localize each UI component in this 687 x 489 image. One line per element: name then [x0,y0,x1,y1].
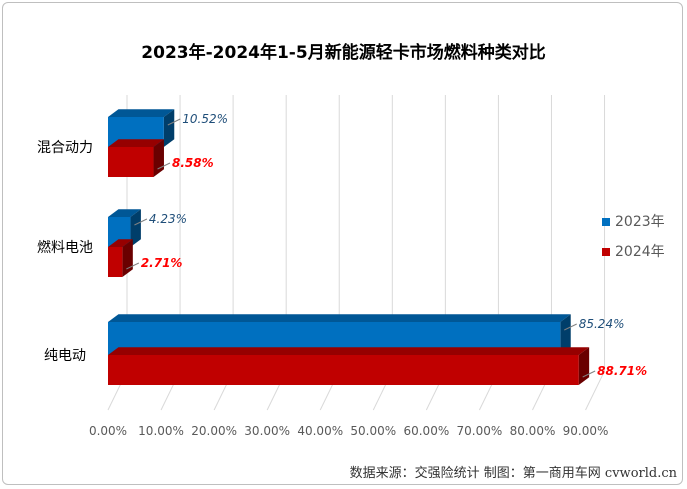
category-label-2: 纯电动 [44,348,86,364]
x-tick-label-8: 80.00% [510,424,556,438]
bar-top-0-0 [108,109,175,117]
floor-gridline-9 [585,370,605,411]
data-label-leader-0-1 [134,218,148,226]
x-tick-label-3: 30.00% [244,424,290,438]
legend-item-2024: 2024年 [602,241,665,261]
legend-label-2023: 2023年 [615,214,665,230]
x-tick-label-1: 10.00% [138,424,184,438]
legend-label-2024: 2024年 [615,244,665,260]
bar-side-0-0 [163,109,175,147]
data-label-1-2: 88.71% [597,364,647,378]
x-tick-label-6: 60.00% [403,424,449,438]
bar-top-0-1 [108,209,141,217]
bar-side-0-1 [130,209,141,247]
bar-side-0-2 [560,314,571,355]
data-label-leader-0-0 [167,118,181,126]
legend-item-2023: 2023年 [602,211,665,231]
data-label-leader-1-1 [126,262,140,270]
x-tick-label-2: 20.00% [191,424,237,438]
data-label-leader-1-0 [157,162,171,170]
bar-1-0 [108,147,154,177]
data-label-leader-0-2 [564,323,577,331]
bar-top-0-2 [108,314,571,322]
data-label-leader-1-2 [582,370,596,378]
category-label-0: 混合动力 [37,140,93,156]
legend-swatch-2024 [602,248,610,256]
data-label-1-1: 2.71% [141,256,183,270]
x-tick-label-7: 70.00% [457,424,503,438]
bar-top-1-0 [108,139,164,147]
data-label-0-1: 4.23% [149,212,187,226]
data-label-0-0: 10.52% [182,112,228,126]
chart-title: 2023年-2024年1-5月新能源轻卡市场燃料种类对比 [141,43,546,63]
x-tick-label-9: 90.00% [563,424,609,438]
bar-1-2 [108,355,579,385]
data-label-1-0: 8.58% [172,156,214,170]
source-note: 数据来源：交强险统计 制图：第一商用车网 cvworld.cn [349,466,677,481]
x-tick-label-5: 50.00% [350,424,396,438]
data-label-0-2: 85.24% [579,317,625,331]
bar-top-1-1 [108,239,133,247]
bar-top-1-2 [108,347,590,355]
x-tick-label-0: 0.00% [89,424,127,438]
x-tick-label-4: 40.00% [297,424,343,438]
legend-swatch-2023 [602,218,610,226]
category-label-1: 燃料电池 [37,239,93,256]
bar-1-1 [108,247,123,277]
